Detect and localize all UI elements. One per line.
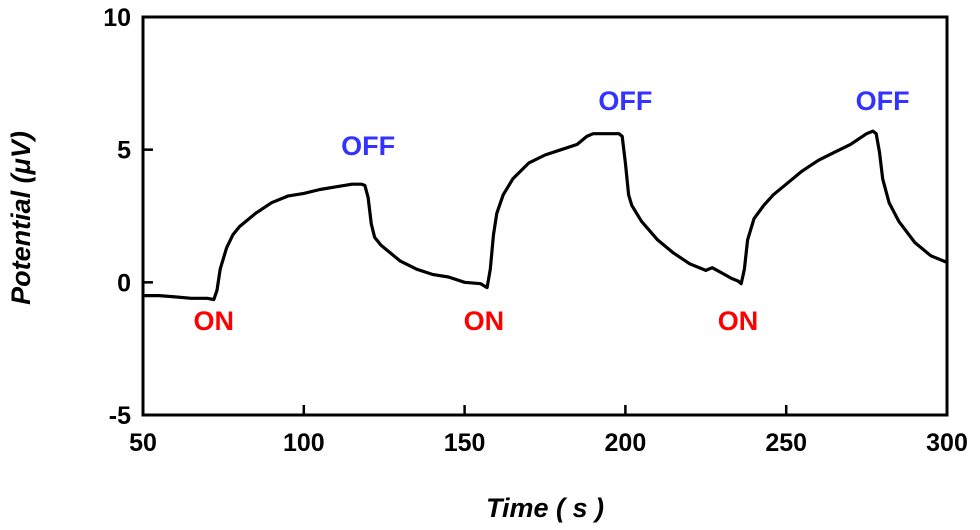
x-tick-label: 150	[444, 429, 486, 457]
y-axis: -5 0 5 10	[103, 4, 153, 430]
y-axis-title: Potential (μV)	[6, 131, 36, 305]
y-tick-label: 10	[103, 4, 131, 32]
annotations: ON OFF ON OFF ON OFF	[194, 86, 910, 336]
annotation-off-label: OFF	[856, 86, 910, 116]
x-tick-label: 50	[129, 429, 157, 457]
x-axis: 50 100 150 200 250 300	[129, 405, 968, 457]
x-tick-label: 250	[765, 429, 807, 457]
y-tick-label: 0	[117, 269, 131, 297]
annotation-on-label: ON	[464, 306, 505, 336]
annotation-on-label: ON	[194, 306, 235, 336]
y-tick-label: -5	[109, 402, 131, 430]
potential-series-line	[141, 129, 949, 302]
annotation-off-label: OFF	[598, 86, 652, 116]
y-tick-label: 5	[117, 137, 131, 165]
annotation-off-label: OFF	[341, 131, 395, 161]
x-tick-label: 300	[926, 429, 968, 457]
annotation-on-label: ON	[718, 306, 759, 336]
x-tick-label: 100	[283, 429, 325, 457]
plot-frame	[141, 15, 949, 417]
x-axis-title: Time ( s )	[486, 493, 604, 523]
x-tick-label: 200	[605, 429, 647, 457]
